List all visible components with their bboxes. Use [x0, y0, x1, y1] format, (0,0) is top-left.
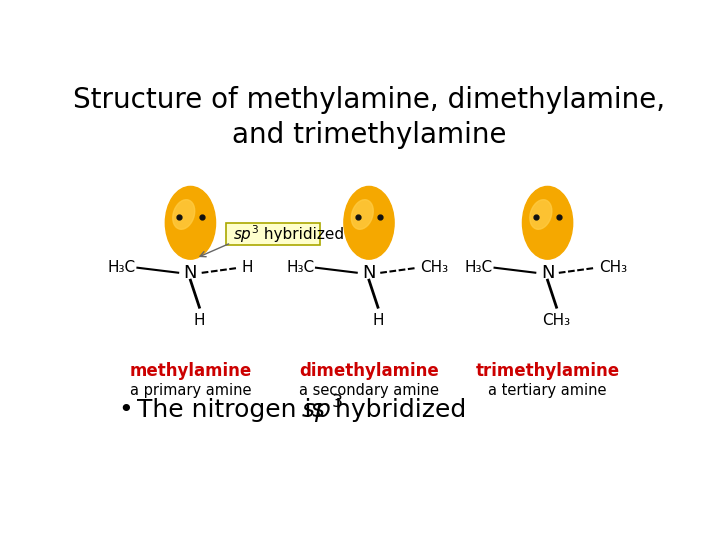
- FancyBboxPatch shape: [225, 223, 320, 245]
- Text: $\mathit{sp}^3$: $\mathit{sp}^3$: [233, 223, 259, 245]
- Ellipse shape: [173, 200, 194, 230]
- Text: The nitrogen is: The nitrogen is: [138, 398, 333, 422]
- Text: N: N: [184, 264, 197, 282]
- Text: CH₃: CH₃: [542, 313, 570, 328]
- Text: N: N: [362, 264, 376, 282]
- Text: Structure of methylamine, dimethylamine,
and trimethylamine: Structure of methylamine, dimethylamine,…: [73, 85, 665, 149]
- Text: N: N: [541, 264, 554, 282]
- Text: CH₃: CH₃: [420, 260, 449, 275]
- Text: a secondary amine: a secondary amine: [299, 383, 439, 398]
- Text: hybridized: hybridized: [259, 227, 344, 241]
- Text: H: H: [372, 313, 384, 328]
- Ellipse shape: [530, 200, 552, 230]
- Text: •: •: [118, 398, 132, 422]
- Text: dimethylamine: dimethylamine: [299, 362, 439, 380]
- Text: H₃C: H₃C: [464, 260, 493, 275]
- Ellipse shape: [344, 186, 394, 259]
- Text: H₃C: H₃C: [107, 260, 136, 275]
- Text: a tertiary amine: a tertiary amine: [488, 383, 607, 398]
- Ellipse shape: [351, 200, 373, 230]
- Ellipse shape: [166, 186, 215, 259]
- Ellipse shape: [523, 186, 572, 259]
- Text: a primary amine: a primary amine: [130, 383, 251, 398]
- Text: CH₃: CH₃: [599, 260, 627, 275]
- Text: $\mathit{sp}^3$: $\mathit{sp}^3$: [301, 394, 343, 426]
- Text: hybridized: hybridized: [327, 398, 467, 422]
- Text: H: H: [242, 260, 253, 275]
- Text: H₃C: H₃C: [286, 260, 315, 275]
- Text: H: H: [194, 313, 205, 328]
- Text: trimethylamine: trimethylamine: [475, 362, 620, 380]
- Text: methylamine: methylamine: [130, 362, 251, 380]
